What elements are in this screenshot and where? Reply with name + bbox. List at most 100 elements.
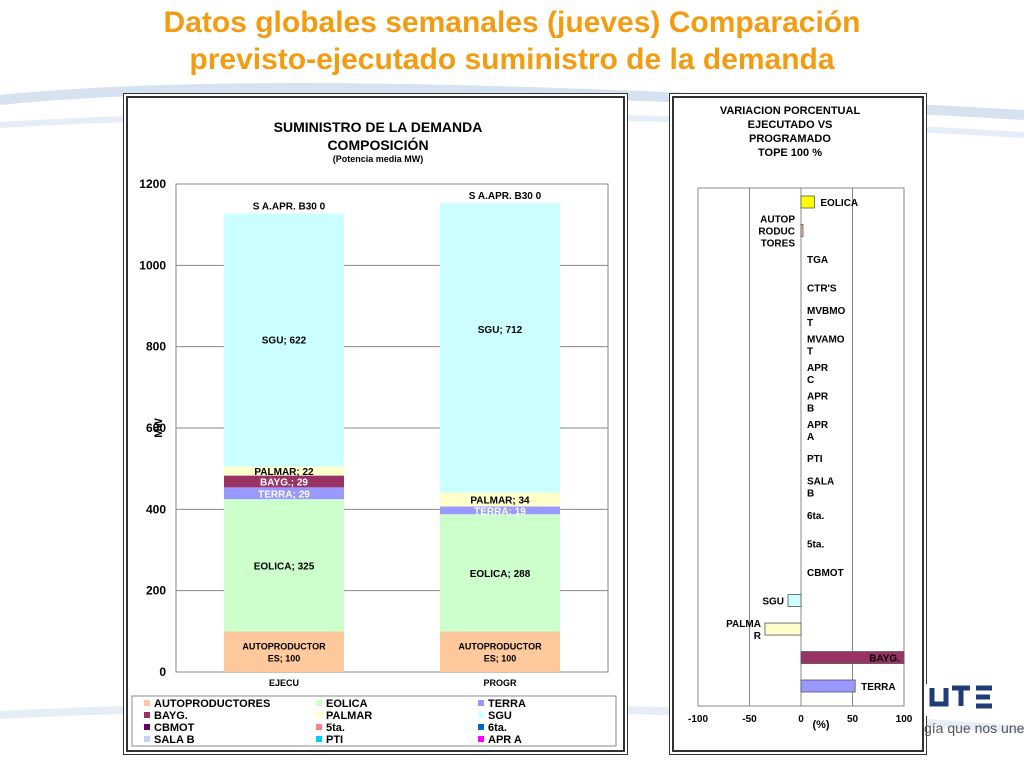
bar-segment (440, 506, 560, 515)
data-label: AUTOPRODUCTOR (458, 642, 542, 652)
legend-swatch (478, 724, 484, 730)
bar (800, 651, 905, 664)
category-label: AUTOP (760, 214, 795, 225)
legend-label: APR A (488, 734, 522, 746)
bar-segment (224, 631, 344, 672)
chart-note: (Potencia media MW) (333, 154, 424, 164)
category-label: 5ta. (807, 540, 824, 551)
category-label: CTR'S (807, 283, 837, 294)
category-label: C (807, 375, 814, 386)
y-tick-label: 800 (146, 340, 166, 354)
category-label: CBMOT (807, 568, 844, 579)
legend-swatch (144, 712, 150, 718)
category-label: T (807, 346, 813, 357)
category-label: R (754, 631, 762, 642)
bar-segment (224, 475, 344, 488)
category-label: T (807, 318, 813, 329)
legend-label: CBMOT (154, 722, 195, 734)
y-tick-label: 200 (146, 584, 166, 598)
bar-segment (440, 203, 560, 493)
legend-label: AUTOPRODUCTORES (154, 698, 270, 710)
x-tick-label: -50 (742, 714, 757, 725)
x-tick-label: EJECU (269, 678, 299, 688)
category-label: A (807, 432, 814, 443)
bar-segment (440, 492, 560, 507)
bar-segment (224, 466, 344, 476)
data-label: PALMAR; 34 (470, 496, 530, 507)
data-label: EOLICA; 325 (254, 561, 315, 572)
bar-segment (224, 213, 344, 467)
bar (800, 195, 815, 209)
legend-label: EOLICA (326, 698, 368, 710)
y-tick-label: 400 (146, 502, 166, 516)
category-label: B (807, 403, 814, 414)
chart-title-line: VARIACION PORCENTUAL (720, 105, 861, 117)
category-label: APR (807, 420, 829, 431)
x-axis-label: (%) (812, 719, 829, 731)
x-tick-label: 100 (896, 714, 913, 725)
category-label: MVBMO (807, 306, 846, 317)
category-label: RODUC (758, 226, 795, 237)
category-label: EOLICA (820, 198, 858, 209)
data-label: AUTOPRODUCTOR (242, 642, 326, 652)
bar-segment (440, 631, 560, 672)
data-label: ES; 100 (268, 654, 301, 664)
legend-swatch (478, 736, 484, 742)
bar (787, 594, 802, 607)
legend-label: SGU (488, 710, 512, 722)
data-label: SGU; 712 (478, 325, 523, 336)
category-label: TORES (761, 238, 796, 249)
legend-swatch (144, 724, 150, 730)
bar-segment (440, 514, 560, 632)
x-tick-label: 50 (847, 714, 859, 725)
legend-box (131, 695, 617, 747)
legend-label: BAYG. (154, 710, 188, 722)
data-label: ES; 100 (484, 654, 517, 664)
legend-label: PALMAR (326, 710, 372, 722)
chart-title-line: TOPE 100 % (758, 147, 822, 159)
category-label: PALMA (726, 619, 761, 630)
brand-slogan: gía que nos une (924, 720, 1024, 736)
chart-title-line: PROGRAMADO (749, 133, 831, 145)
legend-label: TERRA (488, 698, 526, 710)
y-tick-label: 1200 (139, 177, 166, 191)
x-tick-label: -100 (688, 714, 708, 725)
data-label: EOLICA; 288 (470, 569, 531, 580)
bar (800, 224, 804, 237)
page-title: Datos globales semanales (jueves) Compar… (20, 4, 1004, 78)
legend-label: PTI (326, 734, 343, 746)
legend-swatch (144, 736, 150, 742)
legend-label: 6ta. (488, 722, 507, 734)
legend-swatch (316, 712, 322, 718)
category-label: BAYG. (869, 654, 900, 665)
bar (764, 622, 802, 636)
composition-chart: SUMINISTRO DE LA DEMANDACOMPOSICIÓN(Pote… (131, 119, 617, 747)
data-label: TERRA; 29 (258, 489, 310, 500)
category-label: APR (807, 391, 829, 402)
page-title-line-2: previsto-ejecutado suministro de la dema… (189, 43, 835, 76)
y-tick-label: 1000 (139, 258, 166, 272)
page-title-line-1: Datos globales semanales (jueves) Compar… (163, 6, 861, 39)
x-tick-label: PROGR (483, 678, 517, 688)
legend-swatch (144, 700, 150, 706)
top-data-label: S A.APR. B30 0 (469, 191, 542, 202)
legend-swatch (316, 700, 322, 706)
category-label: B (807, 489, 814, 500)
legend-swatch (316, 736, 322, 742)
ute-logo (924, 684, 1024, 716)
chart-subtitle: COMPOSICIÓN (327, 136, 428, 153)
y-tick-label: 0 (159, 665, 166, 679)
data-label: TERRA; 19 (474, 506, 526, 517)
composition-chart-panel: SUMINISTRO DE LA DEMANDA COMPOSICIÓN (Pote… (126, 96, 625, 752)
category-label: TGA (807, 255, 828, 266)
chart-title: SUMINISTRO DE LA DEMANDA (274, 119, 483, 135)
category-label: APR (807, 363, 829, 374)
variation-chart: VARIACION PORCENTUAL EJECUTADO VS PROGRAMA… (688, 105, 913, 731)
bar-segment (224, 499, 344, 632)
bar (800, 679, 856, 693)
category-label: 6ta. (807, 511, 824, 522)
legend-swatch (478, 700, 484, 706)
category-label: PTI (807, 454, 823, 465)
category-label: SALA (807, 477, 834, 488)
y-axis-label: MW (153, 418, 165, 438)
